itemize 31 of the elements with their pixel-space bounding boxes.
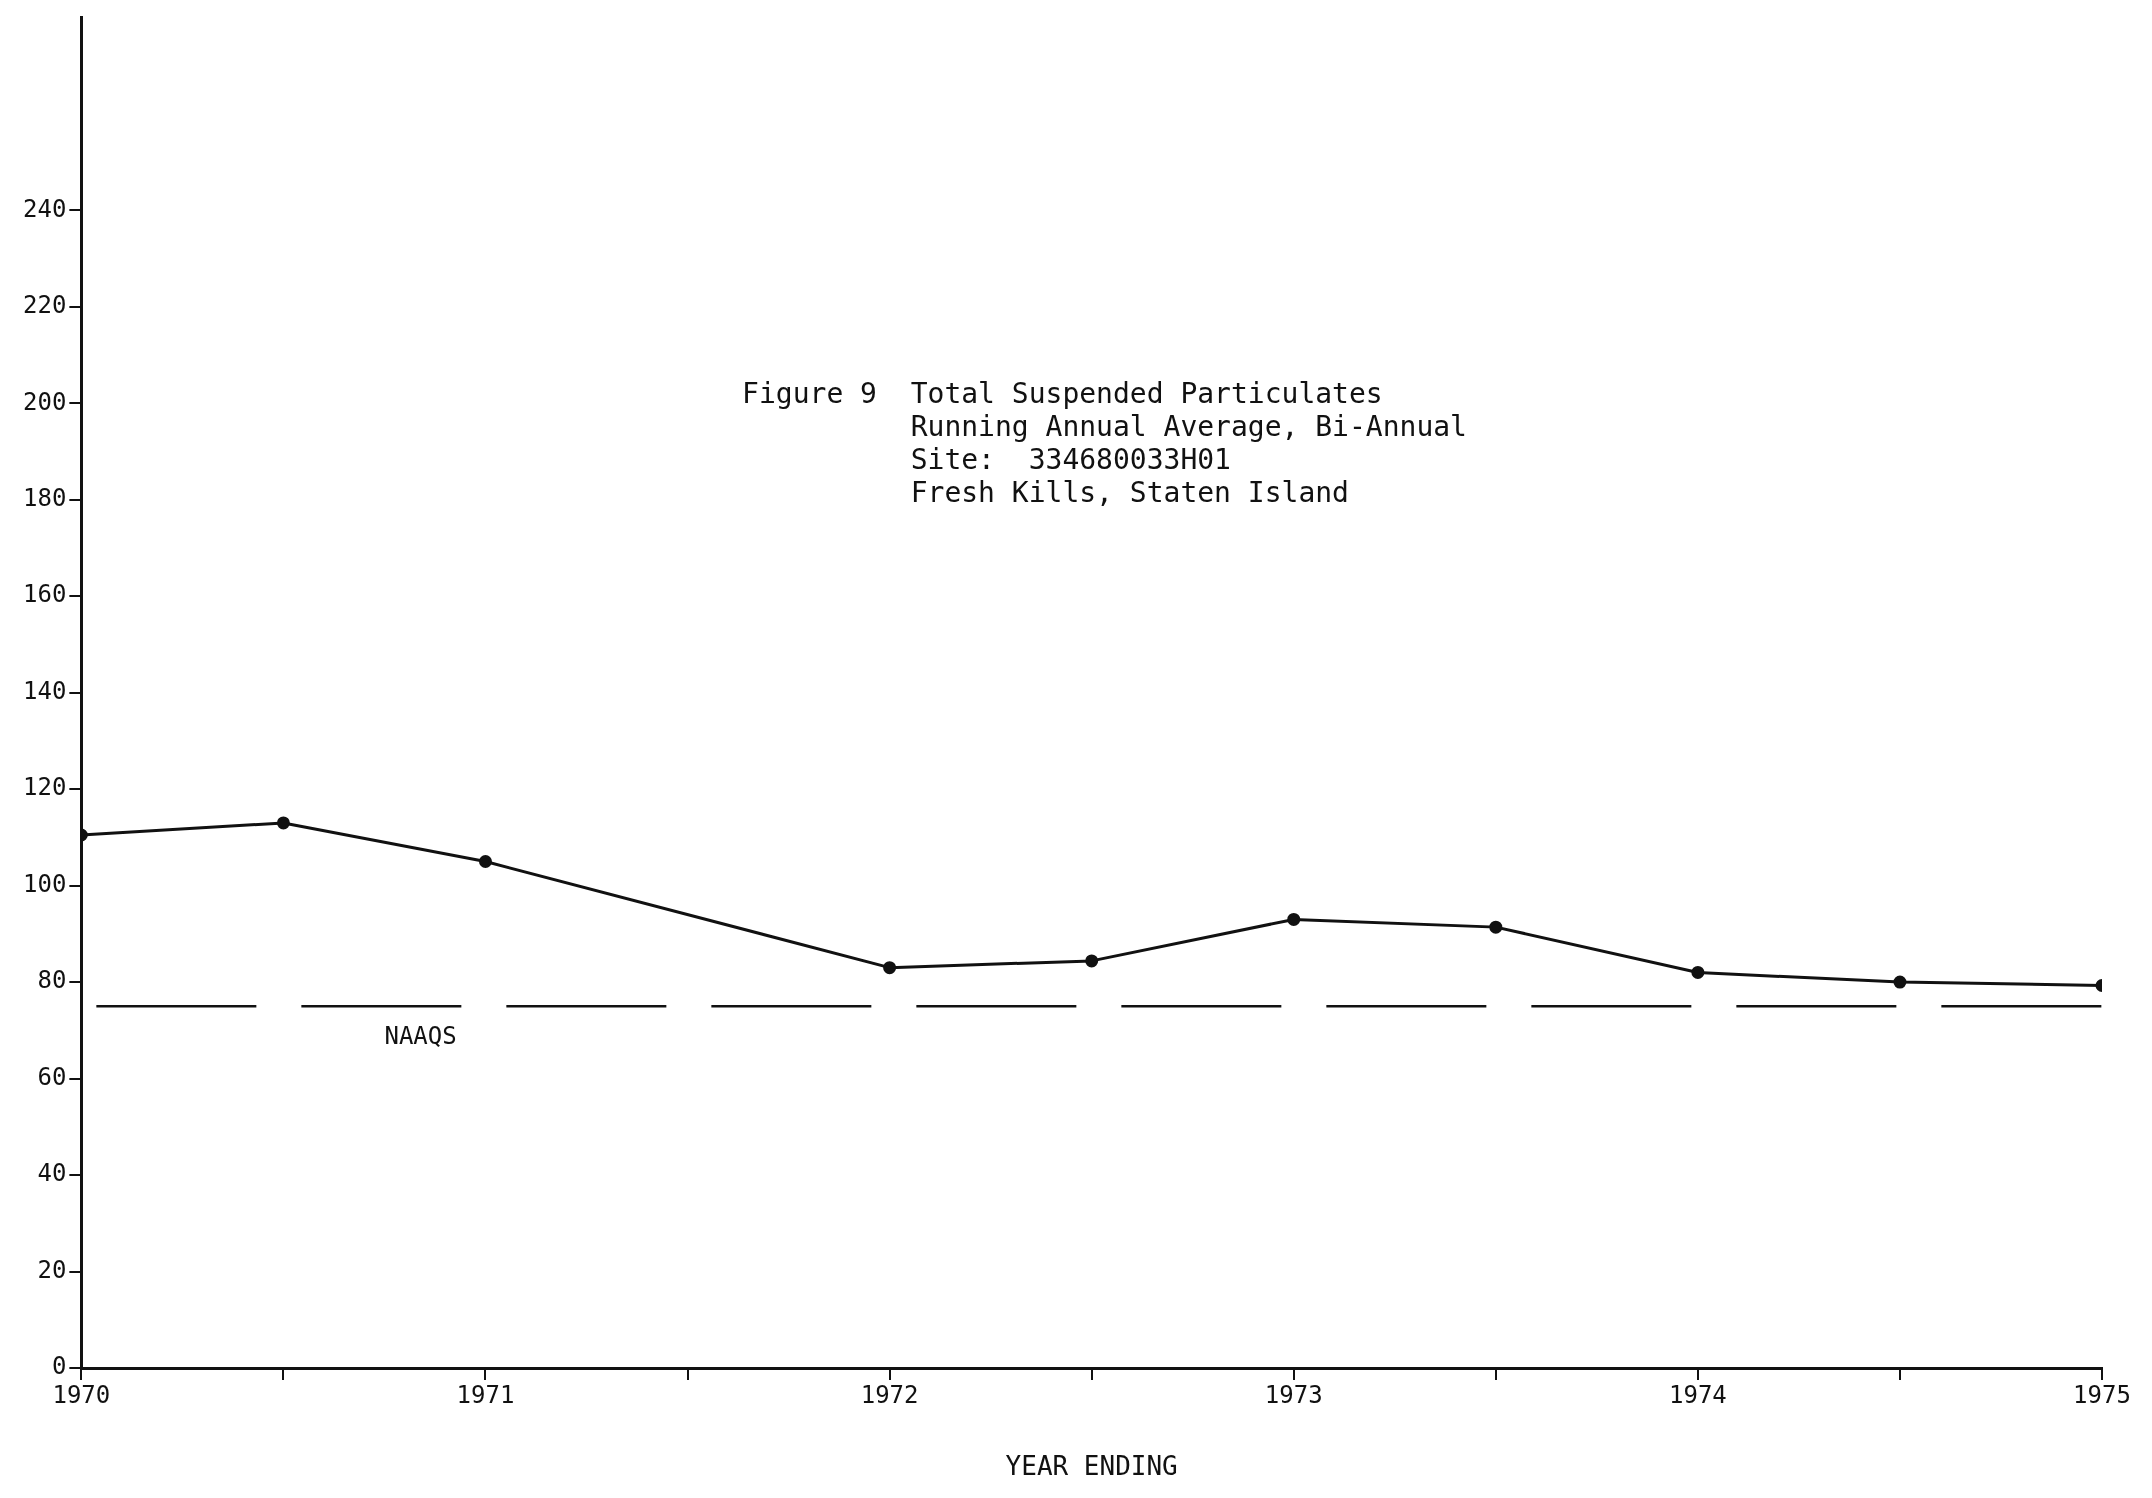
point (1691, 965, 1705, 979)
y-tick-label: 80 (37, 966, 67, 995)
x-tick-label: 1970 (52, 1380, 111, 1409)
y-tick-label: 140 (22, 676, 67, 705)
point (1085, 954, 1099, 968)
y-tick-label: 120 (22, 773, 67, 802)
y-tick-label: 100 (22, 869, 67, 898)
y-tick-label: 180 (22, 483, 67, 512)
y-tick-label: 220 (22, 291, 67, 320)
y-tick-label: 20 (37, 1255, 67, 1284)
y-tick-label: 240 (22, 194, 67, 223)
y-tick-label: 200 (22, 387, 67, 416)
point (478, 855, 492, 869)
point (1287, 912, 1301, 926)
x-tick-label: 1974 (1668, 1380, 1727, 1409)
y-tick-label: 60 (37, 1062, 67, 1091)
x-tick-label: 1972 (860, 1380, 919, 1409)
point (1489, 920, 1503, 934)
point (883, 961, 897, 975)
y-tick-label: 0 (51, 1352, 67, 1381)
y-tick-label: 40 (37, 1159, 67, 1188)
y-tick-label: 160 (22, 580, 67, 609)
x-axis-title: YEAR ENDING (1005, 1451, 1178, 1482)
x-tick-label: 1971 (456, 1380, 515, 1409)
text: Running Annual Average, Bi-Annual Site: 334680033H01 Fresh Kills, Staten Island (910, 410, 1467, 510)
point (1893, 975, 1907, 989)
text: Figure 9 Total Suspended Particulates (742, 377, 1383, 411)
ref-line-label: NAAQS (384, 1022, 457, 1051)
x-tick-label: 1973 (1264, 1380, 1323, 1409)
x-tick-label: 1975 (2073, 1380, 2131, 1409)
point (276, 816, 290, 830)
